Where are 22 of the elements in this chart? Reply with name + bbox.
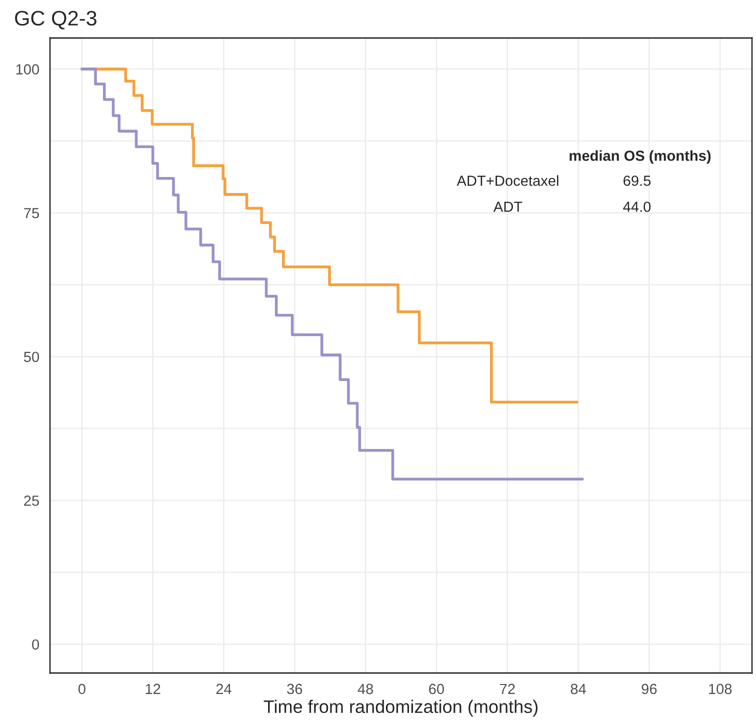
x-tick-label: 48 <box>358 684 374 694</box>
x-tick-label: 12 <box>146 684 160 694</box>
y-tick-label: 25 <box>24 496 39 506</box>
y-tick-label: 75 <box>24 208 39 218</box>
x-tick-label: 36 <box>287 684 302 694</box>
x-tick-label: 108 <box>709 684 732 694</box>
annotation: 69.5 <box>624 176 651 186</box>
x-tick-label: 84 <box>570 684 586 694</box>
x-tick-label: 96 <box>642 684 657 694</box>
x-tick-label: 0 <box>78 684 86 694</box>
annotation: median OS (months) <box>570 150 711 164</box>
x-tick-label: 60 <box>429 684 444 694</box>
annotation: ADT <box>493 202 522 212</box>
y-tick-label: 100 <box>16 64 40 74</box>
annotation: ADT+Docetaxel <box>456 175 558 186</box>
y-tick-label: 0 <box>32 639 40 650</box>
x-tick-label: 72 <box>500 684 515 694</box>
y-tick-label: 50 <box>24 352 40 362</box>
x-tick-label: 24 <box>216 684 232 694</box>
annotation: 44.0 <box>623 202 651 212</box>
x-axis-title: Time from randomization (months) <box>264 700 538 717</box>
chart-title: GC Q2-3 <box>15 10 96 30</box>
